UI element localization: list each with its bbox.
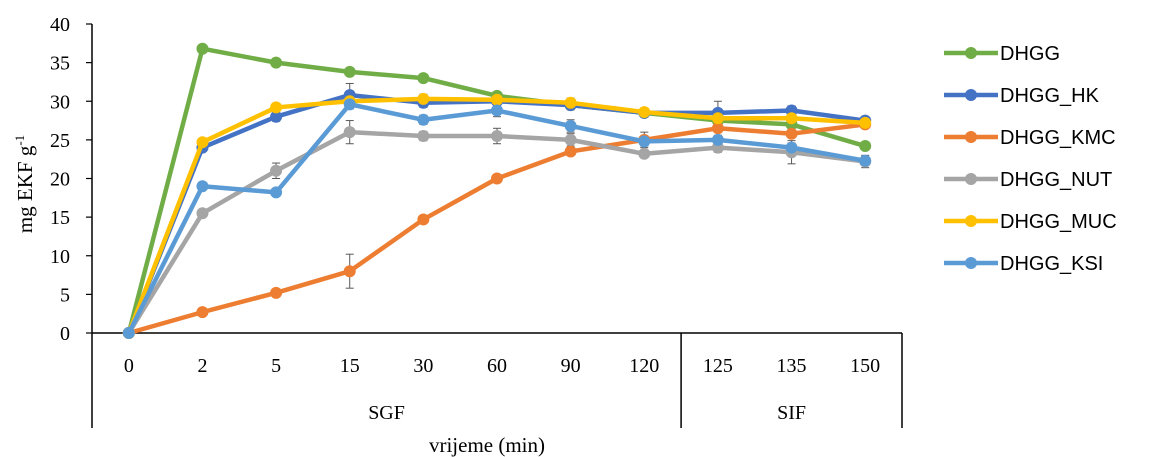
legend-item: DHGG_KMC xyxy=(944,127,1116,149)
data-point xyxy=(270,286,283,299)
data-point xyxy=(343,98,356,111)
data-point xyxy=(417,113,430,126)
data-point xyxy=(638,135,651,148)
data-point xyxy=(196,42,209,55)
data-point xyxy=(343,265,356,278)
legend-item: DHGG_NUT xyxy=(944,169,1112,191)
x-tick-label: 90 xyxy=(561,355,581,377)
data-point xyxy=(270,164,283,177)
data-point xyxy=(417,213,430,226)
y-tick-label: 40 xyxy=(50,14,70,36)
data-point xyxy=(343,126,356,139)
data-point xyxy=(491,130,503,143)
data-point xyxy=(196,180,209,193)
series-line xyxy=(128,122,866,336)
data-point xyxy=(564,96,577,109)
legend-item: DHGG_MUC xyxy=(944,211,1117,233)
data-point xyxy=(638,106,651,119)
data-point xyxy=(196,306,209,319)
error-bars xyxy=(198,45,870,315)
data-point xyxy=(122,327,135,339)
data-point xyxy=(270,186,283,199)
data-point xyxy=(785,112,798,125)
data-point xyxy=(270,110,283,123)
y-tick-label: 30 xyxy=(50,91,70,113)
y-tick-label: 35 xyxy=(50,53,70,75)
legend-item: DHGG xyxy=(944,43,1060,65)
y-tick-label: 15 xyxy=(50,207,70,229)
data-point xyxy=(859,116,872,129)
data-point xyxy=(417,130,430,143)
data-point xyxy=(711,133,724,146)
legend-item: DHGG_HK xyxy=(944,85,1100,107)
group-label: SGF xyxy=(368,402,405,424)
legend-label: DHGG_NUT xyxy=(1000,169,1112,191)
y-tick-label: 5 xyxy=(60,284,70,306)
data-point xyxy=(270,56,283,69)
x-axis-title: vrijeme (min) xyxy=(429,433,545,457)
group-label: SIF xyxy=(777,402,806,424)
x-tick-label: 125 xyxy=(703,355,733,377)
legend-label: DHGG_MUC xyxy=(1000,211,1117,233)
x-tick-label: 5 xyxy=(271,355,281,377)
legend-label: DHGG xyxy=(1000,43,1060,65)
y-axis-title-main: mg EKF g xyxy=(13,145,37,233)
data-point xyxy=(270,101,283,114)
y-tick-label: 0 xyxy=(60,323,70,345)
data-point xyxy=(491,93,503,106)
data-point xyxy=(564,145,577,158)
data-point xyxy=(564,119,577,132)
data-point xyxy=(638,147,651,160)
x-tick-label: 60 xyxy=(487,355,507,377)
y-tick-label: 20 xyxy=(50,169,70,191)
data-point xyxy=(859,140,872,153)
legend-item: DHGG_KSI xyxy=(944,253,1103,275)
data-point xyxy=(564,133,577,146)
data-point xyxy=(196,207,209,220)
legend: DHGG DHGG_HK DHGG_KMC DHGG_NUT DHGG_MUC DHGG_… xyxy=(944,43,1117,275)
x-tick-label: 0 xyxy=(124,355,134,377)
data-point xyxy=(711,122,724,135)
x-tick-label: 15 xyxy=(340,355,360,377)
y-axis-title: mg EKF g-1 xyxy=(12,135,37,233)
legend-swatch-marker xyxy=(965,131,977,143)
x-tick-label: 150 xyxy=(850,355,880,377)
legend-label: DHGG_KSI xyxy=(1000,253,1103,275)
legend-label: DHGG_KMC xyxy=(1000,127,1116,149)
x-tick-label: 120 xyxy=(629,355,659,377)
data-point xyxy=(491,172,503,185)
legend-swatch-marker xyxy=(965,215,977,227)
series-dhgg_ksi xyxy=(122,98,872,339)
data-point xyxy=(417,72,430,85)
data-point xyxy=(859,154,872,167)
data-point xyxy=(196,136,209,149)
data-point xyxy=(491,104,503,117)
data-point xyxy=(785,127,798,140)
y-tick-label: 10 xyxy=(50,246,70,268)
legend-swatch-marker xyxy=(965,47,977,59)
legend-swatch-marker xyxy=(965,173,977,185)
y-axis-title-sup: -1 xyxy=(12,135,27,146)
legend-swatch-marker xyxy=(965,257,977,269)
x-tick-label: 30 xyxy=(413,355,433,377)
x-tick-label: 135 xyxy=(777,355,807,377)
series-lines xyxy=(122,42,872,339)
y-tick-label: 25 xyxy=(50,130,70,152)
data-point xyxy=(711,112,724,125)
legend-label: DHGG_HK xyxy=(1000,85,1100,107)
data-point xyxy=(785,141,798,154)
x-tick-label: 2 xyxy=(197,355,207,377)
legend-swatch-marker xyxy=(965,89,977,101)
data-point xyxy=(343,65,356,78)
data-point xyxy=(417,92,430,105)
series-dhgg_nut xyxy=(122,126,872,339)
